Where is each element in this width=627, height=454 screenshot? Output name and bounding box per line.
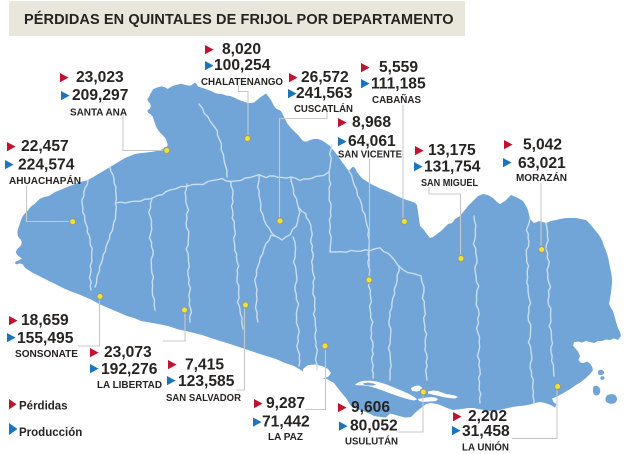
- svg-text:Pérdidas: Pérdidas: [19, 400, 68, 412]
- svg-text:80,052: 80,052: [350, 418, 398, 435]
- svg-text:LA LIBERTAD: LA LIBERTAD: [97, 380, 162, 391]
- svg-text:9,606: 9,606: [351, 399, 390, 416]
- svg-text:111,185: 111,185: [371, 76, 426, 93]
- svg-text:64,061: 64,061: [348, 133, 396, 150]
- svg-text:LA PAZ: LA PAZ: [268, 432, 304, 443]
- svg-text:Producción: Producción: [19, 427, 82, 439]
- svg-text:8,020: 8,020: [222, 41, 261, 58]
- svg-text:192,276: 192,276: [101, 361, 158, 378]
- svg-text:63,021: 63,021: [518, 155, 566, 172]
- svg-text:5,042: 5,042: [523, 137, 562, 154]
- svg-text:31,458: 31,458: [462, 423, 510, 440]
- svg-text:CHALATENANGO: CHALATENANGO: [201, 77, 283, 88]
- svg-text:LA UNIÓN: LA UNIÓN: [462, 441, 509, 454]
- svg-text:SANTA ANA: SANTA ANA: [70, 108, 127, 119]
- svg-text:23,073: 23,073: [104, 344, 152, 361]
- svg-text:CUSCATLÁN: CUSCATLÁN: [294, 102, 353, 115]
- svg-text:AHUACHAPÁN: AHUACHAPÁN: [9, 174, 81, 187]
- svg-text:8,968: 8,968: [352, 114, 391, 131]
- svg-text:CABAÑAS: CABAÑAS: [372, 93, 421, 106]
- svg-text:241,563: 241,563: [296, 85, 353, 102]
- svg-text:2,202: 2,202: [468, 408, 507, 425]
- svg-text:155,495: 155,495: [17, 330, 74, 347]
- svg-text:SAN MIGUEL: SAN MIGUEL: [421, 178, 479, 189]
- svg-text:5,559: 5,559: [379, 59, 418, 76]
- svg-text:131,754: 131,754: [424, 159, 481, 176]
- svg-text:SAN SALVADOR: SAN SALVADOR: [166, 393, 241, 404]
- svg-text:18,659: 18,659: [21, 312, 69, 329]
- svg-text:USULUTÁN: USULUTÁN: [345, 435, 398, 448]
- svg-text:13,175: 13,175: [428, 142, 476, 159]
- svg-text:123,585: 123,585: [178, 373, 235, 390]
- svg-text:23,023: 23,023: [76, 69, 124, 86]
- svg-text:SAN VICENTE: SAN VICENTE: [338, 150, 402, 161]
- svg-text:9,287: 9,287: [266, 395, 305, 412]
- svg-text:71,442: 71,442: [262, 414, 310, 431]
- svg-text:100,254: 100,254: [214, 57, 271, 74]
- svg-text:26,572: 26,572: [301, 69, 349, 86]
- svg-text:209,297: 209,297: [72, 87, 128, 104]
- svg-text:7,415: 7,415: [185, 357, 224, 374]
- svg-text:224,574: 224,574: [18, 157, 75, 174]
- svg-text:SONSONATE: SONSONATE: [15, 349, 78, 360]
- svg-text:22,457: 22,457: [21, 138, 69, 155]
- svg-text:MORAZÁN: MORAZÁN: [516, 171, 567, 184]
